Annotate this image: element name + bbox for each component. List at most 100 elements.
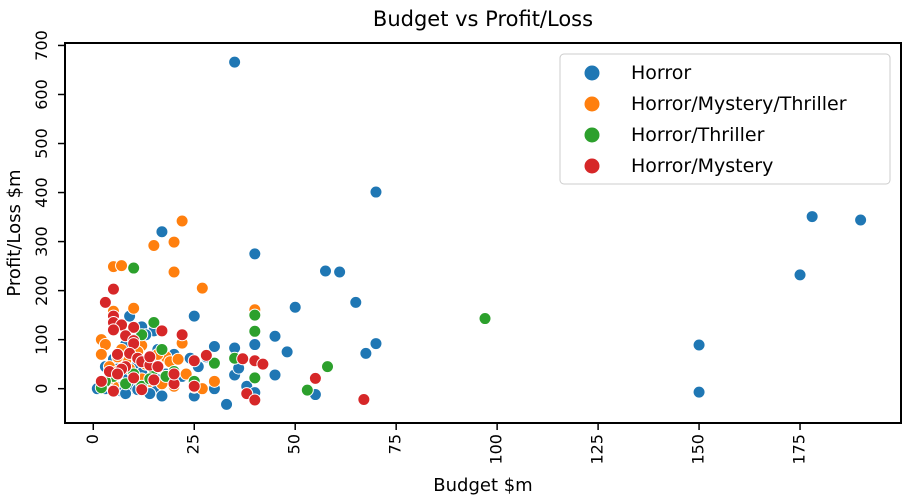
point-horror-18 [280,345,294,359]
point-horror-mystery-34 [94,374,108,388]
point-horror-mystery-12 [199,348,213,362]
y-tick-label-0: 0 [32,384,51,394]
point-horror-1 [369,185,383,199]
point-horror-thriller-16 [300,383,314,397]
point-horror-mystery-7 [155,324,169,338]
point-horror-thriller-1 [478,312,492,326]
point-horror-55 [155,389,169,403]
point-horror-thriller-15 [248,371,262,385]
point-horror-6 [793,268,807,282]
point-horror-mystery-5 [127,320,141,334]
y-tick-label-7: 700 [32,30,51,61]
point-horror-mystery-29 [187,379,201,393]
point-horror-mystery-thriller-5 [167,265,181,279]
y-tick-label-3: 300 [32,226,51,257]
point-horror-mystery-32 [308,371,322,385]
point-horror-mystery-thriller-14 [94,347,108,361]
point-horror-thriller-9 [321,360,335,374]
y-tick-label-2: 200 [32,275,51,306]
x-tick-label-1: 25 [184,434,203,454]
point-horror-thriller-6 [155,342,169,356]
point-horror-11 [187,309,201,323]
point-horror-mystery-thriller-1 [147,239,161,253]
x-tick-label-5: 125 [588,434,607,465]
x-tick-label-2: 50 [285,434,304,454]
points-layer [90,55,868,411]
point-horror-15 [268,329,282,343]
point-horror-mystery-26 [127,371,141,385]
point-horror-22 [692,338,706,352]
point-horror-mystery-17 [111,347,125,361]
point-horror-20 [207,340,221,354]
point-horror-mystery-thriller-33 [171,352,185,366]
point-horror-mystery-27 [147,373,161,387]
legend-box [559,53,891,185]
point-horror-mystery-thriller-2 [167,235,181,249]
point-horror-3 [854,213,868,227]
point-horror-60 [220,397,234,411]
point-horror-mystery-13 [236,352,250,366]
point-horror-5 [248,247,262,261]
point-horror-0 [228,55,242,69]
point-horror-mystery-thriller-0 [175,214,189,228]
x-tick-label-6: 150 [689,434,708,465]
legend-label-2: Horror/Thriller [631,124,765,146]
y-axis-label: Profit/Loss $m [4,169,25,296]
x-tick-label-3: 75 [386,434,405,454]
legend-label-1: Horror/Mystery/Thriller [631,93,847,115]
point-horror-mystery-31 [248,393,262,407]
point-horror-mystery-9 [175,328,189,342]
point-horror-41 [268,368,282,382]
y-tick-label-1: 100 [32,324,51,355]
x-tick-label-7: 175 [790,434,809,465]
point-horror-mystery-37 [167,367,181,381]
legend-label-0: Horror [631,62,691,84]
point-horror-10 [288,300,302,314]
point-horror-mystery-36 [135,383,149,397]
point-horror-mystery-33 [357,392,371,406]
x-tick-label-0: 0 [83,434,102,444]
y-tick-label-5: 500 [32,128,51,159]
point-horror-61 [692,385,706,399]
y-tick-label-6: 600 [32,79,51,110]
x-tick-label-4: 100 [487,434,506,465]
point-horror-7 [318,264,332,278]
ticks-layer: 0 25 50 75 100 125 150 175 0 100 200 300 400 500 600 70… [32,30,809,464]
point-horror-2 [805,210,819,224]
plot-frame [64,42,902,424]
point-horror-9 [349,295,363,309]
point-horror-mystery-14 [187,354,201,368]
point-horror-mystery-thriller-7 [127,301,141,315]
point-horror-thriller-3 [147,315,161,329]
x-axis-label: Budget $m [433,475,532,496]
point-horror-thriller-0 [127,261,141,275]
point-horror-thriller-8 [207,356,221,370]
point-horror-mystery-thriller-4 [115,259,129,273]
legend-marker-2 [583,126,601,144]
point-horror-mystery-thriller-6 [195,281,209,295]
point-horror-thriller-2 [248,308,262,322]
point-horror-mystery-25 [111,367,125,381]
point-horror-4 [155,225,169,239]
point-horror-thriller-4 [248,324,262,338]
legend: Horror Horror/Mystery/Thriller Horror/Thri… [559,53,891,185]
legend-marker-1 [583,95,601,113]
point-horror-17 [369,337,383,351]
point-horror-mystery-6 [106,323,120,337]
point-horror-mystery-thriller-37 [207,374,221,388]
point-horror-mystery-0 [98,295,112,309]
point-horror-19 [359,346,373,360]
point-horror-mystery-38 [143,350,157,364]
point-horror-mystery-35 [106,384,120,398]
legend-label-3: Horror/Mystery [631,155,773,177]
y-tick-label-4: 400 [32,177,51,208]
chart-title: Budget vs Profit/Loss [373,7,593,31]
point-horror-mystery-16 [256,357,270,371]
point-horror-16 [248,338,262,352]
legend-marker-3 [583,157,601,175]
point-horror-8 [333,265,347,279]
point-horror-mystery-1 [106,282,120,296]
legend-marker-0 [583,64,601,82]
point-horror-mystery-39 [151,360,165,374]
